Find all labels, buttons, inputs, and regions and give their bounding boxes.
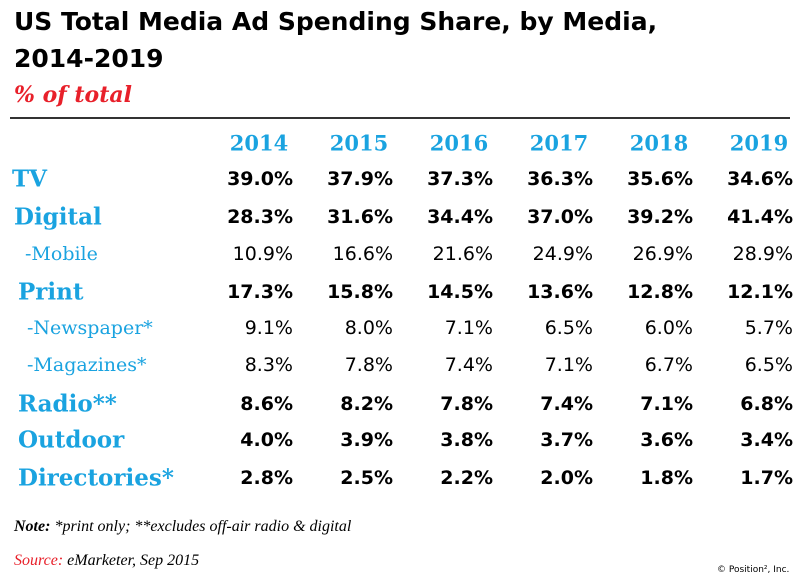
table-cell: 6.7%	[644, 354, 693, 376]
table-cell: 26.9%	[632, 243, 693, 265]
source-text: eMarketer, Sep 2015	[63, 552, 200, 569]
table-cell: 37.9%	[327, 168, 393, 190]
table-cell: 2.5%	[340, 467, 393, 489]
row-label: -Mobile	[25, 243, 98, 265]
table-cell: 8.2%	[340, 393, 393, 415]
column-header: 2015	[329, 130, 389, 156]
table-cell: 39.0%	[227, 168, 293, 190]
table-cell: 37.3%	[427, 168, 493, 190]
table-cell: 3.6%	[640, 429, 693, 451]
table-cell: 8.6%	[240, 393, 293, 415]
table-cell: 34.6%	[727, 168, 793, 190]
table-cell: 3.4%	[740, 429, 793, 451]
subtitle: % of total	[14, 82, 132, 108]
table-cell: 1.7%	[740, 467, 793, 489]
table-cell: 24.9%	[532, 243, 593, 265]
table-cell: 1.8%	[640, 467, 693, 489]
table-cell: 14.5%	[427, 281, 493, 303]
column-header: 2017	[529, 130, 589, 156]
table-cell: 7.8%	[440, 393, 493, 415]
divider	[10, 117, 790, 119]
table-cell: 9.1%	[244, 317, 293, 339]
copyright: © Position², Inc.	[717, 565, 790, 575]
table-cell: 6.5%	[744, 354, 793, 376]
row-label: Outdoor	[18, 426, 125, 454]
table-cell: 13.6%	[527, 281, 593, 303]
table-cell: 7.1%	[640, 393, 693, 415]
title-line-1: US Total Media Ad Spending Share, by Med…	[14, 7, 658, 36]
table-cell: 31.6%	[327, 206, 393, 228]
table-cell: 17.3%	[227, 281, 293, 303]
note-text: *print only; **excludes off-air radio & …	[50, 518, 352, 535]
table-cell: 34.4%	[427, 206, 493, 228]
note-label: Note:	[14, 518, 51, 535]
table-cell: 41.4%	[727, 206, 793, 228]
table-cell: 16.6%	[332, 243, 393, 265]
table-cell: 4.0%	[240, 429, 293, 451]
table-cell: 36.3%	[527, 168, 593, 190]
table-cell: 8.0%	[344, 317, 393, 339]
table-cell: 8.3%	[244, 354, 293, 376]
table-cell: 39.2%	[627, 206, 693, 228]
column-header: 2018	[629, 130, 689, 156]
table-cell: 7.1%	[544, 354, 593, 376]
table-cell: 3.9%	[340, 429, 393, 451]
table-cell: 12.8%	[627, 281, 693, 303]
table-cell: 7.4%	[444, 354, 493, 376]
table-cell: 35.6%	[627, 168, 693, 190]
table-cell: 6.5%	[544, 317, 593, 339]
table-cell: 3.7%	[540, 429, 593, 451]
note: Note: *print only; **excludes off-air ra…	[14, 518, 351, 536]
table-cell: 37.0%	[527, 206, 593, 228]
row-label: Radio**	[18, 390, 117, 418]
table-cell: 5.7%	[744, 317, 793, 339]
table-cell: 21.6%	[432, 243, 493, 265]
table-cell: 28.9%	[732, 243, 793, 265]
table-cell: 12.1%	[727, 281, 793, 303]
column-header: 2016	[429, 130, 489, 156]
table-cell: 10.9%	[232, 243, 293, 265]
table-cell: 15.8%	[327, 281, 393, 303]
source-label: Source:	[14, 552, 64, 569]
table-cell: 2.2%	[440, 467, 493, 489]
table-cell: 7.4%	[540, 393, 593, 415]
table-cell: 2.8%	[240, 467, 293, 489]
title-line-2: 2014-2019	[14, 44, 164, 73]
column-header: 2014	[229, 130, 289, 156]
row-label: -Newspaper*	[27, 317, 153, 339]
row-label: Print	[18, 278, 84, 306]
table-cell: 2.0%	[540, 467, 593, 489]
row-label: -Magazines*	[27, 354, 147, 376]
table-cell: 7.8%	[344, 354, 393, 376]
source: Source: eMarketer, Sep 2015	[14, 552, 199, 570]
table-cell: 6.0%	[644, 317, 693, 339]
table-cell: 28.3%	[227, 206, 293, 228]
column-header: 2019	[729, 130, 789, 156]
row-label: TV	[12, 165, 47, 193]
table-cell: 3.8%	[440, 429, 493, 451]
row-label: Directories*	[18, 464, 174, 492]
table-cell: 7.1%	[444, 317, 493, 339]
row-label: Digital	[14, 203, 102, 231]
table-cell: 6.8%	[740, 393, 793, 415]
